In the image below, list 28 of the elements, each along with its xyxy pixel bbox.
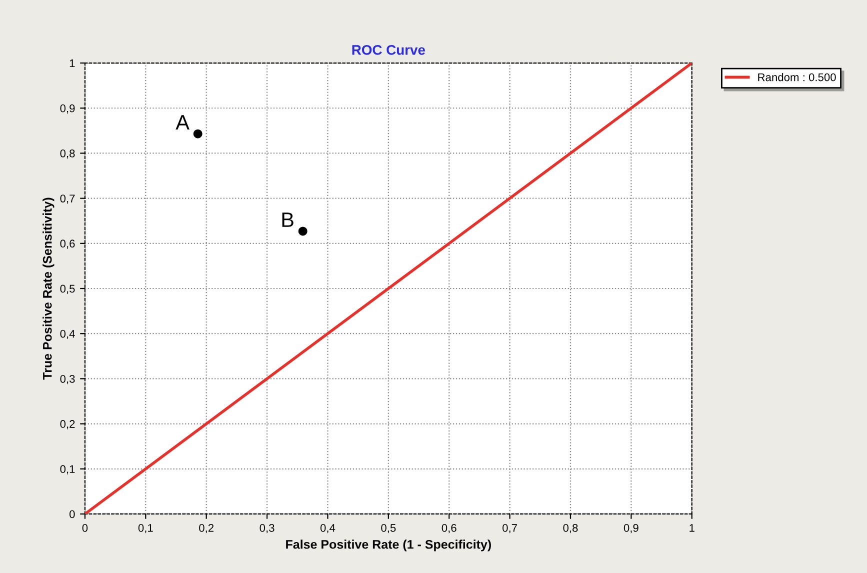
y-tick-label: 0,9 — [60, 104, 75, 114]
y-tick-label: 0,7 — [60, 194, 75, 204]
annotation: B — [282, 212, 294, 227]
y-tick-label: 0,8 — [60, 149, 75, 159]
y-tick-label: 0,5 — [60, 284, 75, 294]
legend-label: Random : 0.500 — [758, 73, 836, 82]
y-tick-label: 1 — [70, 59, 75, 68]
annotation: A — [176, 115, 190, 130]
x-tick-label: 0 — [82, 524, 88, 532]
x-tick-label: 1 — [690, 524, 694, 532]
chart-title: ROC Curve — [352, 45, 425, 55]
y-tick-label: 0,1 — [60, 465, 75, 474]
x-axis-title: False Positive Rate (1 - Specificity) — [286, 540, 491, 552]
x-tick-label: 0,1 — [138, 524, 153, 534]
y-tick-label: 0,4 — [60, 330, 75, 340]
y-tick-label: 0,2 — [60, 420, 75, 430]
y-tick-label: 0 — [70, 510, 75, 518]
y-tick-label: 0,3 — [60, 374, 75, 384]
x-tick-label: 0,7 — [502, 524, 517, 534]
x-tick-label: 0,2 — [199, 524, 214, 534]
y-axis-title: True Positive Rate (Sensitivity) — [42, 198, 54, 380]
x-tick-label: 0,8 — [563, 524, 578, 534]
x-tick-label: 0,4 — [320, 524, 336, 534]
x-tick-label: 0,5 — [381, 524, 396, 534]
x-tick-label: 0,3 — [260, 524, 274, 534]
x-tick-label: 0,6 — [442, 524, 456, 534]
y-tick-label: 0,6 — [60, 240, 75, 249]
x-tick-label: 0,9 — [624, 524, 638, 534]
